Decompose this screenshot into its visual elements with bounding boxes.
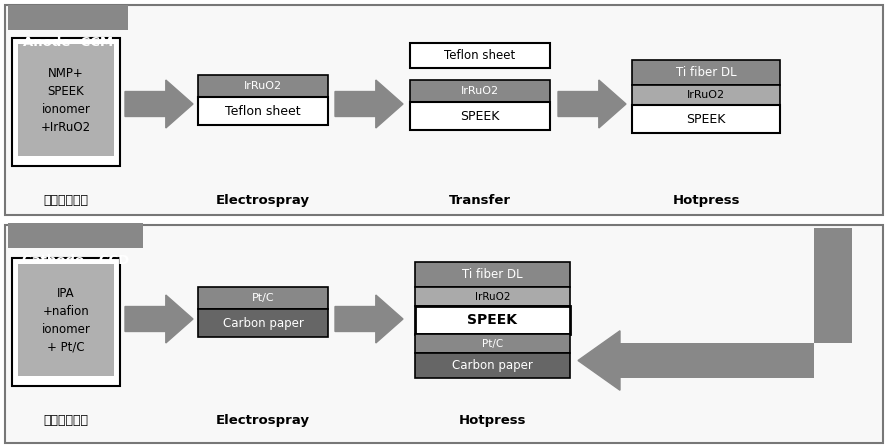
Bar: [618, 343, 814, 378]
Bar: [410, 80, 550, 102]
Bar: [632, 105, 780, 133]
Polygon shape: [335, 80, 403, 128]
Bar: [415, 287, 570, 306]
Polygon shape: [558, 80, 626, 128]
Text: IrRuO2: IrRuO2: [474, 292, 510, 302]
Bar: [415, 353, 570, 378]
Text: Teflon sheet: Teflon sheet: [444, 49, 515, 62]
Polygon shape: [125, 80, 193, 128]
Text: Electrospray: Electrospray: [216, 194, 310, 207]
Text: Pt/C: Pt/C: [252, 293, 274, 303]
Bar: [198, 309, 328, 337]
Text: Hotpress: Hotpress: [672, 194, 740, 207]
Text: IPA
+nafion
ionomer
+ Pt/C: IPA +nafion ionomer + Pt/C: [42, 287, 91, 353]
Text: 촉매잉크제조: 촉매잉크제조: [44, 194, 88, 207]
Text: Electrospray: Electrospray: [216, 414, 310, 426]
Polygon shape: [125, 295, 193, 343]
Bar: [5, 225, 883, 443]
Bar: [415, 306, 570, 334]
Text: SPEEK: SPEEK: [467, 313, 517, 327]
Bar: [632, 85, 780, 105]
Bar: [814, 228, 852, 343]
Text: Anode -CCM: Anode -CCM: [23, 36, 113, 49]
Text: Hotpress: Hotpress: [459, 414, 527, 426]
Bar: [12, 38, 120, 166]
Text: Pt/C: Pt/C: [481, 339, 503, 349]
Bar: [415, 334, 570, 353]
Text: Ti fiber DL: Ti fiber DL: [676, 66, 736, 79]
Text: IrRuO2: IrRuO2: [687, 90, 725, 100]
Text: IrRuO2: IrRuO2: [461, 86, 499, 96]
Text: SPEEK: SPEEK: [686, 112, 725, 125]
Bar: [415, 262, 570, 287]
Text: Carbon paper: Carbon paper: [222, 316, 303, 329]
Bar: [12, 258, 120, 386]
Polygon shape: [335, 295, 403, 343]
Text: IrRuO2: IrRuO2: [244, 81, 282, 91]
Polygon shape: [578, 331, 620, 390]
Text: Carbon paper: Carbon paper: [452, 359, 533, 372]
Text: Transfer: Transfer: [449, 194, 511, 207]
Bar: [410, 102, 550, 130]
Text: Ti fiber DL: Ti fiber DL: [462, 268, 522, 281]
Bar: [198, 97, 328, 125]
Text: SPEEK: SPEEK: [460, 109, 499, 122]
Text: NMP+
SPEEK
ionomer
+IrRuO2: NMP+ SPEEK ionomer +IrRuO2: [41, 66, 91, 134]
Text: 촉매잉크제조: 촉매잉크제조: [44, 414, 88, 426]
Bar: [198, 287, 328, 309]
Text: Teflon sheet: Teflon sheet: [225, 104, 301, 117]
Bar: [18, 44, 114, 156]
Bar: [5, 5, 883, 215]
Bar: [8, 223, 143, 248]
Text: Cathode - CCD: Cathode - CCD: [22, 254, 129, 267]
Bar: [198, 75, 328, 97]
Bar: [632, 60, 780, 85]
Bar: [410, 43, 550, 68]
Bar: [8, 5, 128, 30]
Bar: [18, 264, 114, 376]
